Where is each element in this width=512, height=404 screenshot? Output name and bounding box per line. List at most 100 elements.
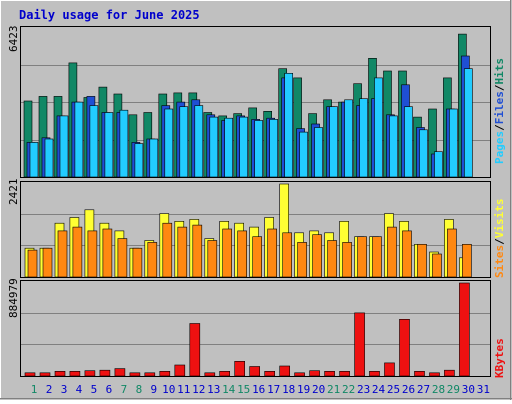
bar-kbytes (264, 370, 276, 377)
bar-kbytes (84, 370, 96, 377)
ymax-label-visits: 2421 (7, 179, 20, 206)
bar-sites (372, 236, 382, 278)
bar-kbytes (204, 372, 216, 377)
bar-kbytes (174, 364, 186, 377)
bar-sites (357, 236, 367, 278)
x-day-label: 19 (297, 383, 310, 396)
bar-pages (464, 68, 473, 178)
bar-pages (344, 99, 353, 178)
x-day-label: 13 (207, 383, 220, 396)
bar-kbytes (399, 318, 410, 377)
legend-sep-3: / (493, 238, 506, 245)
x-day-label: 9 (150, 383, 157, 396)
bar-pages (389, 115, 398, 178)
bar-pages (239, 116, 248, 178)
x-day-label: 15 (237, 383, 250, 396)
bar-sites (297, 242, 307, 278)
bar-sites (87, 230, 98, 278)
bar-sites (327, 240, 337, 278)
bar-sites (57, 230, 68, 278)
legend-kbytes: KBytes (493, 338, 506, 378)
x-day-label: 20 (312, 383, 325, 396)
bar-kbytes (69, 370, 81, 377)
x-day-label: 6 (106, 383, 113, 396)
bar-pages (89, 105, 99, 178)
bar-sites (162, 222, 173, 278)
bar-pages (59, 115, 69, 178)
legend-sep-1: / (493, 124, 506, 131)
bar-pages (179, 106, 189, 178)
x-day-labels: 1 2 3 4 5 6 7 8 9 10 11 12 13 14 15 16 17 18 19 20 21 22 23 24 2… (31, 383, 490, 396)
legend-pages: Pages (493, 131, 506, 164)
bar-kbytes (39, 372, 51, 377)
bar-pages (329, 106, 338, 178)
bar-sites (192, 224, 203, 278)
bar-sites (132, 247, 143, 278)
bar-pages (359, 98, 368, 178)
bar-pages (254, 120, 263, 178)
bar-sites (447, 228, 457, 278)
bar-kbytes (384, 362, 395, 377)
bar-sites (117, 238, 128, 278)
panel-kbytes (20, 280, 491, 377)
ymax-label-kbytes: 884979 (7, 278, 20, 318)
bar-sites (72, 226, 83, 278)
x-day-label: 21 (327, 383, 340, 396)
bar-sites (177, 226, 188, 278)
bar-sites (432, 253, 442, 278)
bar-sites (342, 242, 352, 278)
bar-kbytes (159, 370, 171, 377)
bar-kbytes (369, 370, 380, 377)
bar-kbytes (114, 368, 126, 377)
bar-sites (27, 249, 38, 278)
x-day-label: 3 (61, 383, 68, 396)
bar-kbytes (459, 282, 470, 377)
bar-pages (434, 151, 443, 178)
bar-kbytes (234, 360, 245, 377)
bar-pages (299, 131, 308, 178)
bar-pages (314, 127, 323, 178)
legend-sep-2: / (493, 84, 506, 91)
legend-sites: Sites (493, 245, 506, 278)
bar-kbytes (354, 312, 365, 377)
bar-kbytes (129, 372, 141, 377)
x-day-label: 4 (76, 383, 83, 396)
x-day-label: 2 (46, 383, 53, 396)
x-day-label: 1 (31, 383, 38, 396)
x-day-label: 14 (222, 383, 236, 396)
bar-kbytes (309, 370, 320, 377)
x-day-label: 12 (192, 383, 205, 396)
bar-kbytes (24, 372, 36, 377)
bar-kbytes (429, 372, 440, 377)
x-day-label: 27 (417, 383, 430, 396)
bar-kbytes (444, 369, 455, 377)
bar-pages (149, 138, 159, 178)
x-day-label: 31 (477, 383, 490, 396)
bar-kbytes (189, 323, 201, 377)
bar-sites (417, 244, 427, 278)
legend-hits: Hits (493, 58, 506, 85)
bar-sites (147, 242, 158, 278)
bar-pages (404, 106, 413, 178)
bar-pages (194, 105, 204, 178)
x-day-label: 28 (432, 383, 445, 396)
bar-pages (119, 109, 129, 178)
bar-pages (419, 129, 428, 178)
bar-pages (284, 73, 294, 178)
bar-pages (29, 142, 39, 178)
bar-sites (402, 230, 412, 278)
legend-files: Files (493, 91, 506, 124)
bar-sites (282, 232, 293, 278)
bar-kbytes (249, 366, 260, 377)
bar-kbytes (294, 372, 305, 377)
bars (23, 33, 473, 377)
bar-sites (102, 228, 113, 278)
legend-top: Pages/Files/Hits (493, 58, 506, 164)
bar-pages (104, 112, 114, 178)
bar-pages (374, 77, 383, 178)
x-day-label: 7 (121, 383, 128, 396)
bar-kbytes (99, 369, 111, 377)
bar-kbytes (54, 370, 66, 377)
bar-kbytes (279, 365, 291, 377)
